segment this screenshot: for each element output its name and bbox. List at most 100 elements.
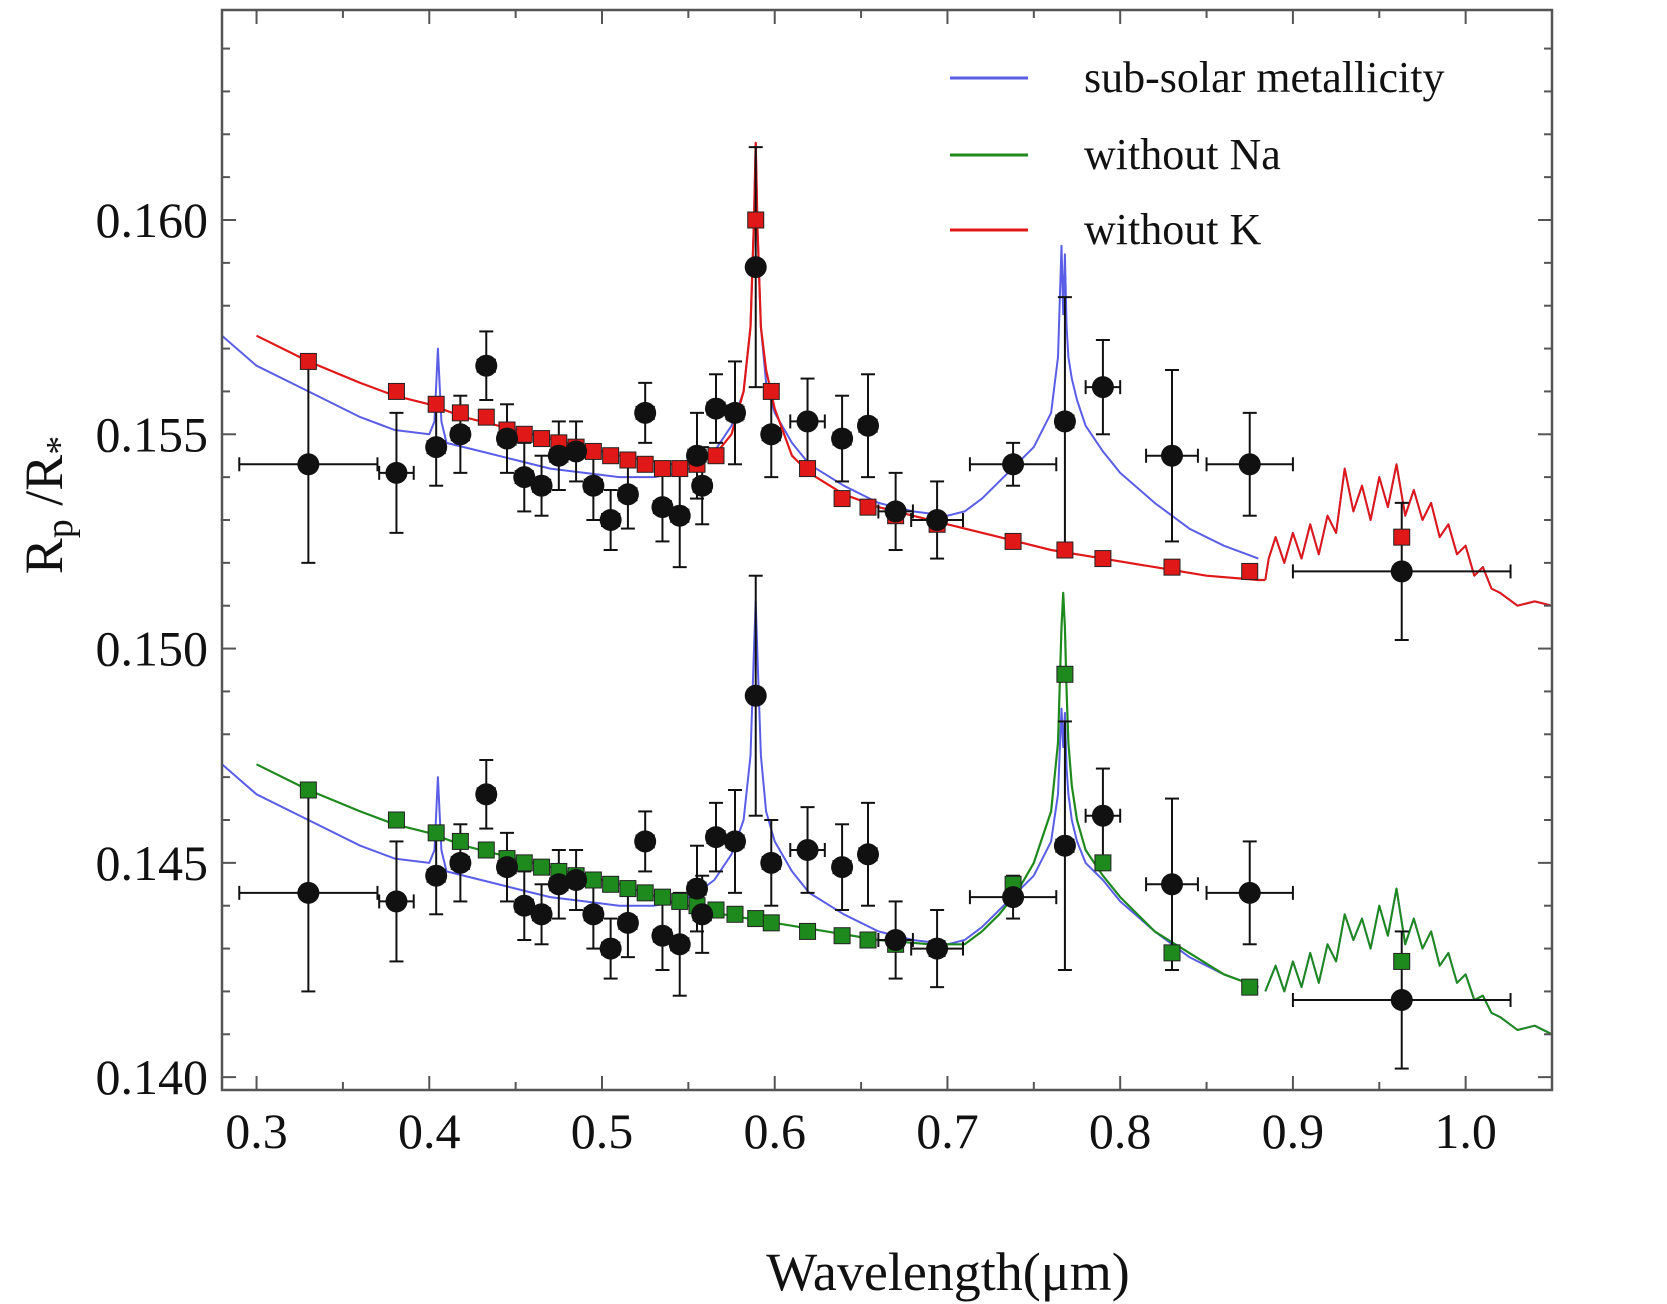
observation-lower-point: [724, 830, 746, 853]
observation-lower-point: [582, 903, 605, 926]
observation-upper-point: [668, 504, 691, 527]
binned-model-square-without-na: [533, 858, 551, 876]
x-axis-title: Wavelength(μm): [766, 1242, 1129, 1302]
observation-upper-point: [705, 397, 727, 420]
observation-upper-point: [547, 444, 570, 467]
observation-lower-point: [651, 924, 674, 947]
observation-upper-point: [744, 256, 767, 279]
x-tick-label: 0.8: [1089, 1103, 1152, 1159]
binned-model-square-without-k: [671, 460, 689, 478]
binned-model-square-without-na: [726, 905, 744, 923]
binned-model-square-without-k: [1393, 528, 1411, 546]
observation-lower-point: [668, 933, 691, 956]
binned-model-square-without-k: [477, 408, 495, 426]
binned-model-square-without-na: [427, 824, 445, 842]
observation-lower-point: [425, 864, 448, 887]
observation-upper-point: [496, 427, 518, 450]
observation-upper-point: [760, 423, 783, 446]
x-tick-label: 0.3: [225, 1103, 288, 1159]
observation-upper-point: [1091, 376, 1114, 399]
observation-lower-point: [691, 903, 714, 926]
observation-upper-point: [1161, 444, 1183, 467]
legend: sub-solar metallicity without Na without K: [950, 53, 1444, 254]
binned-model-square-without-na: [636, 884, 654, 902]
observation-lower-point: [475, 783, 498, 806]
y-axis-title-sub-star: *: [39, 436, 81, 455]
observation-lower-point: [449, 851, 472, 874]
axis-ticks: 0.3 0.4 0.5 0.6 0.7 0.8 0.9 1.0 0.140 0.145 0.150 0…: [96, 10, 1553, 1159]
observation-lower-point: [705, 826, 727, 849]
observation-lower-point: [744, 684, 767, 707]
observation-upper-point: [425, 436, 448, 459]
observation-lower-point: [547, 873, 570, 896]
observation-upper-point: [565, 440, 588, 463]
observation-upper-point: [599, 509, 622, 531]
observation-upper-point: [297, 453, 320, 476]
x-tick-label: 0.5: [571, 1103, 634, 1159]
observation-lower-point: [565, 869, 588, 891]
binned-model-square-without-k: [1163, 558, 1181, 576]
observation-upper-point: [449, 423, 472, 446]
observation-upper-point: [1053, 410, 1076, 433]
observation-lower-point: [1002, 886, 1025, 909]
binned-model-square-without-na: [1163, 944, 1181, 962]
binned-model-square-without-k: [1241, 562, 1259, 580]
observation-upper-point: [634, 401, 657, 424]
x-tick-label: 0.6: [743, 1103, 806, 1159]
binned-model-square-without-na: [299, 781, 317, 799]
binned-model-square-without-k: [299, 352, 317, 370]
observation-upper-point: [724, 401, 746, 424]
observation-upper-point: [691, 474, 714, 497]
observation-lower-point: [599, 937, 622, 960]
observation-lower-point: [796, 839, 819, 861]
observation-lower-point: [530, 903, 553, 926]
observation-upper-point: [831, 427, 854, 450]
binned-model-square-without-na: [387, 811, 405, 829]
binned-model-square-without-na: [1094, 854, 1112, 872]
y-tick-label: 0.140: [96, 1049, 209, 1105]
binned-model-square-without-k: [1094, 550, 1112, 568]
legend-label: without Na: [1084, 130, 1281, 179]
binned-model-square-without-na: [451, 832, 469, 850]
y-tick-label: 0.145: [96, 835, 209, 891]
binned-model-square-without-na: [477, 841, 495, 859]
binned-model-square-without-na: [1241, 978, 1259, 996]
binned-model-square-without-na: [1393, 952, 1411, 970]
x-tick-label: 0.4: [398, 1103, 461, 1159]
observation-lower-point: [634, 830, 657, 853]
y-tick-label: 0.160: [96, 192, 209, 248]
observation-upper-point: [926, 509, 949, 531]
binned-model-square-without-k: [762, 382, 780, 400]
binned-model-square-without-na: [747, 910, 765, 928]
binned-model-square-without-na: [619, 880, 637, 898]
binned-model-square-without-k: [707, 447, 725, 465]
observation-lower-point: [297, 881, 320, 904]
observation-upper-point: [796, 410, 819, 433]
model-tail-without-k: [1264, 463, 1553, 607]
binned-model-square-without-na: [762, 914, 780, 932]
model-line-sub-solar-lower: [221, 600, 1259, 989]
binned-model-square-without-k: [619, 451, 637, 469]
y-tick-label: 0.150: [96, 621, 209, 677]
observation-lower-point: [1091, 804, 1114, 827]
observation-upper-point: [385, 461, 408, 484]
observation-upper-point: [1390, 560, 1413, 583]
observation-lower-point: [831, 856, 854, 879]
observation-upper-point: [513, 466, 536, 489]
binned-model-square-without-na: [671, 892, 689, 910]
binned-model-square-without-k: [1056, 541, 1074, 559]
binned-model-square-without-k: [833, 490, 851, 508]
observation-lower-point: [1390, 989, 1413, 1011]
observation-upper-point: [475, 354, 498, 377]
binned-model-square-without-k: [602, 447, 620, 465]
observation-lower-point: [513, 894, 536, 917]
legend-label: without K: [1084, 205, 1261, 254]
binned-model-square-without-na: [833, 927, 851, 945]
y-tick-label: 0.155: [96, 406, 209, 462]
observation-lower-point: [385, 890, 408, 913]
observation-lower-point: [686, 877, 708, 900]
x-tick-label: 0.7: [916, 1103, 979, 1159]
observation-upper-point: [1238, 453, 1261, 476]
y-axis-title: Rp /R*: [14, 436, 81, 575]
